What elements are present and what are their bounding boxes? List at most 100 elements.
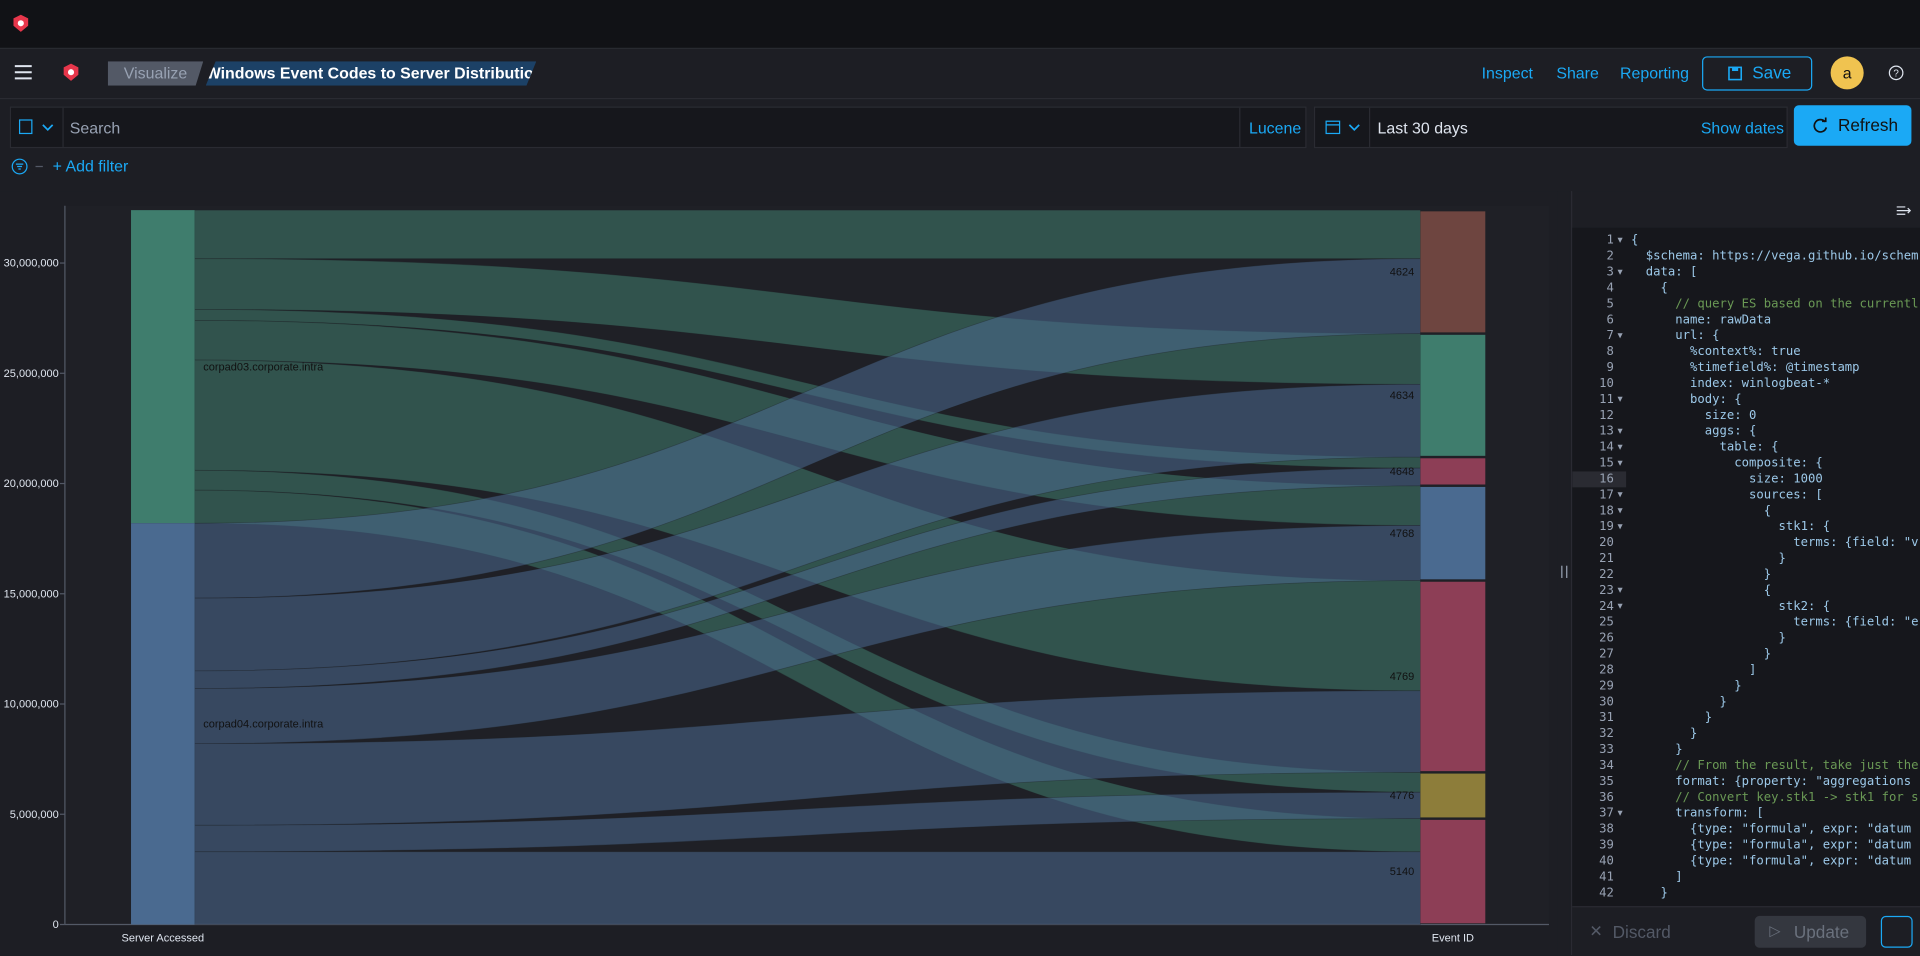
resize-handle[interactable] (1557, 191, 1570, 956)
sankey-link (194, 258, 1421, 599)
code-line: {type: "formula", expr: "datum (1631, 854, 1912, 869)
line-number: 2 (1606, 249, 1614, 264)
save-icon (1728, 66, 1743, 81)
language-toggle[interactable]: Lucene (1248, 118, 1302, 138)
share-link[interactable]: Share (1556, 63, 1599, 83)
sankey-chart: 0 5,000,000 10,000,000 15,000,000 20,000,000… (0, 191, 1558, 956)
discard-x: ✕ (1589, 922, 1603, 941)
inspect-link[interactable]: Inspect (1481, 63, 1533, 83)
source-node (131, 210, 195, 524)
line-number: 38 (1599, 822, 1614, 837)
line-number: 27 (1599, 647, 1614, 662)
sankey-link (194, 525, 1421, 745)
line-number: 22 (1599, 568, 1614, 582)
target-label: 4776 (1390, 790, 1415, 802)
y-tick-label: 10,000,000 (4, 699, 59, 711)
y-tick-label: 25,000,000 (4, 368, 59, 380)
line-number: 3 (1606, 265, 1614, 280)
target-label: 4768 (1390, 528, 1415, 540)
target-label: 4634 (1390, 390, 1415, 402)
fold-arrow: ▼ (1617, 394, 1623, 405)
code-line: terms: {field: "e (1631, 615, 1919, 630)
show-dates[interactable]: Show dates (1700, 118, 1785, 138)
target-node (1420, 211, 1486, 333)
add-filter[interactable]: + Add filter (52, 156, 129, 176)
fold-arrow: ▼ (1617, 266, 1623, 277)
fold-arrow: ▼ (1617, 235, 1623, 245)
reporting-link[interactable]: Reporting (1620, 63, 1690, 83)
discard-button[interactable]: Discard (1612, 922, 1671, 942)
date-quick-menu[interactable] (1325, 119, 1362, 136)
target-node (1420, 486, 1486, 580)
line-number: 25 (1599, 615, 1614, 630)
line-number: 33 (1599, 743, 1614, 757)
code-line: // query ES based on the currentl (1631, 297, 1919, 312)
line-number: 9 (1606, 361, 1614, 375)
line-number: 19 (1599, 520, 1614, 534)
refresh-button[interactable]: Refresh (1793, 105, 1912, 146)
line-number: 31 (1599, 711, 1614, 725)
code-editor[interactable]: 1 ▼{2 $schema: https://vega.github.io/sch… (1572, 227, 1920, 907)
fold-arrow: ▼ (1617, 505, 1623, 516)
time-range[interactable]: Last 30 days (1377, 118, 1468, 138)
line-number: 29 (1599, 679, 1614, 694)
top-bar (0, 0, 1920, 49)
breadcrumb-current: Windows Event Codes to Server Distributi… (205, 61, 537, 86)
target-label: 4648 (1390, 466, 1415, 478)
code-line: body: { (1631, 393, 1742, 407)
line-number: 11 (1599, 393, 1614, 407)
search-input[interactable]: Search (69, 118, 121, 138)
code-line: aggs: { (1631, 424, 1757, 439)
code-line: url: { (1631, 329, 1720, 343)
breadcrumb[interactable]: Visualize (107, 61, 204, 86)
menu-button[interactable] (14, 65, 32, 80)
save-label: Save (1752, 62, 1792, 83)
line-number: 8 (1606, 345, 1614, 359)
help-icon[interactable]: ? (1888, 65, 1904, 81)
filter-menu[interactable] (11, 158, 45, 175)
code-line: terms: {field: "v (1631, 536, 1919, 550)
code-line: size: 1000 (1631, 472, 1823, 487)
code-line: { (1631, 504, 1772, 518)
svg-text:?: ? (1893, 69, 1899, 80)
target-label: 5140 (1390, 866, 1415, 878)
date-picker: Last 30 days Show dates (1313, 106, 1788, 149)
avatar[interactable]: a (1830, 56, 1864, 90)
code-line: {type: "formula", expr: "datum (1631, 838, 1912, 853)
refresh-icon (1813, 117, 1828, 133)
fold-arrow: ▼ (1617, 521, 1623, 532)
update-button[interactable]: ▷ Update (1754, 915, 1867, 948)
search-bar: Search Lucene (9, 106, 1307, 149)
line-number: 37 (1599, 806, 1614, 821)
code-line: name: rawData (1631, 313, 1772, 327)
line-number: 20 (1599, 536, 1614, 550)
save-button[interactable]: Save (1702, 56, 1813, 91)
line-number: 6 (1606, 313, 1614, 327)
line-number: 18 (1599, 504, 1614, 518)
code-line: } (1631, 647, 1772, 662)
auto-apply-button[interactable] (1880, 915, 1913, 948)
code-line: format: {property: "aggregations (1631, 775, 1912, 789)
line-number: 28 (1599, 663, 1614, 678)
code-line: { (1631, 281, 1668, 296)
code-line: sources: [ (1631, 488, 1823, 503)
code-line: } (1631, 727, 1698, 741)
code-line: index: winlogbeat-* (1631, 377, 1831, 391)
links (194, 209, 1421, 925)
fold-arrow: ▼ (1617, 457, 1623, 468)
line-number: 1 (1606, 233, 1614, 248)
line-number: 10 (1599, 377, 1614, 391)
code-line: transform: [ (1631, 806, 1764, 821)
logo (63, 63, 79, 81)
y-tick-label: 20,000,000 (4, 478, 59, 490)
fold-arrow: ▼ (1617, 585, 1623, 596)
code-line: } (1631, 568, 1772, 582)
saved-query-button[interactable] (18, 119, 55, 136)
code-line: %context%: true (1631, 345, 1801, 359)
sankey-link (194, 791, 1421, 853)
code-line: } (1631, 552, 1786, 566)
collapse-icon[interactable] (1896, 204, 1913, 216)
line-number: 13 (1599, 424, 1614, 439)
fold-arrow: ▼ (1617, 330, 1623, 341)
